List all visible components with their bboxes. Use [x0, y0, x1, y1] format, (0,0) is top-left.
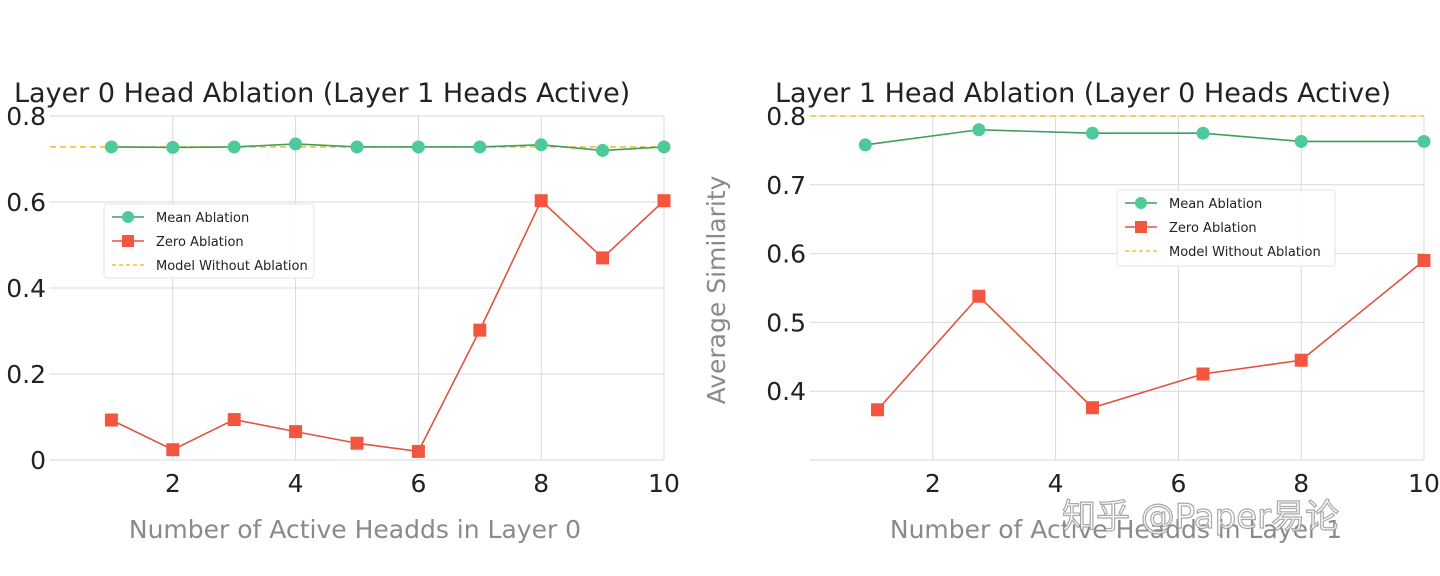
zero-ablation-point — [350, 436, 364, 450]
legend-box — [1116, 189, 1336, 267]
zero-ablation-point — [871, 403, 885, 417]
zero-ablation-point — [1417, 253, 1431, 267]
y-tick-label: 0.6 — [6, 188, 46, 217]
zero-ablation-point — [166, 443, 180, 457]
chart-layer0-head-ablation: Layer 0 Head Ablation (Layer 1 Heads Act… — [6, 78, 680, 544]
y-tick-label: 0.7 — [766, 171, 806, 200]
zero-ablation-point — [104, 413, 118, 427]
chart-title: Layer 0 Head Ablation (Layer 1 Heads Act… — [14, 78, 630, 109]
zero-ablation-point — [289, 425, 303, 439]
y-tick-label: 0.2 — [6, 360, 46, 389]
mean-ablation-point — [972, 123, 986, 137]
x-tick-label: 2 — [925, 469, 941, 498]
legend: Mean Ablation Zero Ablation Model Without … — [103, 203, 315, 279]
y-tick-label: 0.4 — [6, 274, 46, 303]
legend-entry-zero-ablation: Zero Ablation — [1169, 221, 1257, 236]
zero-ablation-point — [534, 194, 548, 208]
mean-ablation-point — [1085, 126, 1099, 140]
y-tick-label: 0.8 — [6, 102, 46, 131]
x-tick-label: 8 — [1293, 469, 1309, 498]
legend-entry-model-without-ablation: Model Without Ablation — [1169, 245, 1321, 260]
series-line-mean-ablation — [111, 143, 665, 152]
legend-swatch-circle — [1135, 197, 1147, 209]
mean-ablation-point — [227, 140, 241, 154]
zero-ablation-point — [227, 413, 241, 427]
y-tick-label: 0 — [30, 446, 46, 475]
chart-title: Layer 1 Head Ablation (Layer 0 Heads Act… — [775, 78, 1391, 109]
x-tick-label: 2 — [165, 469, 181, 498]
mean-ablation-point — [166, 140, 180, 154]
legend-swatch-square — [1135, 221, 1147, 233]
chart-layer1-head-ablation: Layer 1 Head Ablation (Layer 0 Heads Act… — [702, 78, 1440, 544]
x-tick-label: 10 — [648, 469, 680, 498]
y-tick-label: 0.4 — [766, 377, 806, 406]
mean-ablation-point — [534, 138, 548, 152]
zero-ablation-point — [972, 289, 986, 303]
legend-swatch-square — [122, 235, 134, 247]
zero-ablation-point — [1294, 353, 1308, 367]
series-line-mean-ablation — [865, 128, 1424, 146]
mean-ablation-point — [350, 140, 364, 154]
watermark-text: 知乎 @Paper易论 — [1062, 497, 1339, 537]
y-axis-label: Average Similarity — [702, 175, 731, 404]
series-line-zero-ablation — [111, 199, 665, 453]
mean-ablation-point — [289, 137, 303, 151]
x-axis-label: Number of Active Headds in Layer 1 — [890, 515, 1342, 544]
mean-ablation-point — [657, 140, 671, 154]
zero-ablation-point — [596, 251, 610, 265]
y-tick-label: 0.5 — [766, 308, 806, 337]
x-tick-label: 10 — [1408, 469, 1440, 498]
zero-ablation-point — [473, 323, 487, 337]
y-tick-label: 0.6 — [766, 240, 806, 269]
y-tick-label: 0.8 — [766, 102, 806, 131]
legend-entry-mean-ablation: Mean Ablation — [1169, 197, 1262, 212]
x-tick-label: 8 — [533, 469, 549, 498]
x-tick-label: 4 — [1048, 469, 1064, 498]
series-line-zero-ablation — [876, 259, 1425, 411]
x-axis-label: Number of Active Headds in Layer 0 — [129, 515, 581, 544]
legend-swatch-circle — [122, 211, 134, 223]
zero-ablation-point — [1196, 367, 1210, 381]
zero-ablation-point — [411, 444, 425, 458]
legend: Mean Ablation Zero Ablation Model Without … — [1116, 189, 1336, 267]
mean-ablation-point — [411, 140, 425, 154]
mean-ablation-point — [1417, 134, 1431, 148]
mean-ablation-point — [1196, 126, 1210, 140]
legend-box — [103, 203, 315, 279]
x-tick-label: 4 — [288, 469, 304, 498]
zero-ablation-point — [1085, 401, 1099, 415]
mean-ablation-point — [1294, 134, 1308, 148]
x-tick-label: 6 — [1170, 469, 1186, 498]
legend-entry-model-without-ablation: Model Without Ablation — [156, 259, 308, 274]
mean-ablation-point — [104, 140, 118, 154]
zero-ablation-point — [657, 194, 671, 208]
mean-ablation-point — [596, 143, 610, 157]
mean-ablation-point — [858, 138, 872, 152]
mean-ablation-point — [473, 140, 487, 154]
x-tick-label: 6 — [410, 469, 426, 498]
legend-entry-zero-ablation: Zero Ablation — [156, 235, 244, 250]
legend-entry-mean-ablation: Mean Ablation — [156, 211, 249, 226]
